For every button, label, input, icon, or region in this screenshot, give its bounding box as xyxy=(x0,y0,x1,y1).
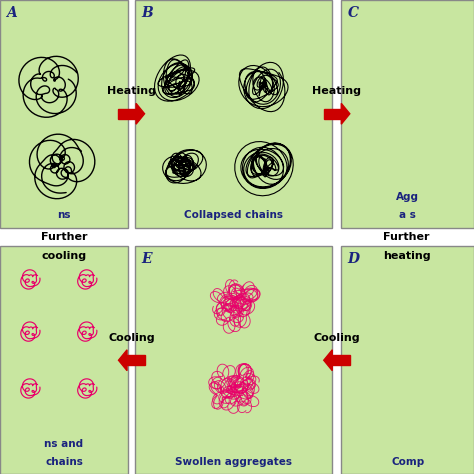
Polygon shape xyxy=(118,350,127,371)
Bar xyxy=(341,0,474,228)
Text: C: C xyxy=(347,6,358,20)
Text: Agg: Agg xyxy=(396,192,419,202)
Text: Swollen aggregates: Swollen aggregates xyxy=(175,457,292,467)
Text: Cooling: Cooling xyxy=(313,333,360,343)
Polygon shape xyxy=(127,355,145,365)
Bar xyxy=(135,0,332,228)
Polygon shape xyxy=(324,109,341,119)
Text: Heating: Heating xyxy=(107,86,156,96)
Bar xyxy=(341,246,474,474)
Bar xyxy=(0,246,128,474)
Text: Cooling: Cooling xyxy=(108,333,155,343)
Text: Comp: Comp xyxy=(391,457,424,467)
Text: Heating: Heating xyxy=(312,86,361,96)
Text: Further: Further xyxy=(383,232,430,242)
Polygon shape xyxy=(118,109,136,119)
Text: D: D xyxy=(347,252,359,266)
Text: ns and: ns and xyxy=(45,439,83,449)
Text: Collapsed chains: Collapsed chains xyxy=(184,210,283,220)
Polygon shape xyxy=(324,350,332,371)
Polygon shape xyxy=(341,103,350,124)
Text: E: E xyxy=(141,252,152,266)
Text: B: B xyxy=(141,6,153,20)
Bar xyxy=(135,246,332,474)
Text: A: A xyxy=(6,6,17,20)
Text: ns: ns xyxy=(57,210,71,220)
Bar xyxy=(0,0,128,228)
Text: chains: chains xyxy=(45,457,83,467)
Text: heating: heating xyxy=(383,251,430,261)
Text: cooling: cooling xyxy=(41,251,87,261)
Text: a s: a s xyxy=(399,210,416,220)
Text: Further: Further xyxy=(41,232,87,242)
Polygon shape xyxy=(136,103,145,124)
Polygon shape xyxy=(332,355,350,365)
